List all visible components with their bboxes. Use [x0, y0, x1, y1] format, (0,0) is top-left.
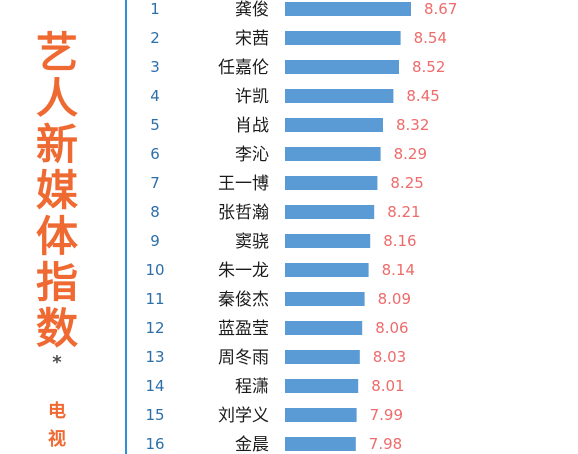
bar [285, 321, 363, 335]
category-label: 龚俊 [235, 0, 269, 20]
chart-side-title: 艺 人 新 媒 体 指 数 * [28, 30, 86, 372]
rank-label: 12 [145, 319, 164, 337]
value-label: 8.21 [387, 203, 420, 221]
value-label: 8.52 [412, 58, 445, 76]
rank-label: 2 [150, 29, 160, 47]
title-char: 指 [35, 258, 78, 307]
category-label: 张哲瀚 [218, 203, 269, 223]
value-label: 8.67 [424, 0, 457, 18]
rank-label: 16 [145, 435, 164, 453]
category-label: 刘学义 [218, 406, 269, 426]
bar [285, 31, 401, 45]
rank-label: 7 [150, 174, 160, 192]
title-char: 体 [35, 212, 78, 261]
category-label: 宋茜 [235, 29, 269, 49]
rank-label: 9 [150, 232, 160, 250]
bar [285, 350, 360, 364]
value-label: 7.99 [370, 406, 403, 424]
rank-label: 4 [150, 87, 160, 105]
title-char: 数 [35, 304, 78, 353]
category-label: 程潇 [235, 377, 269, 397]
rank-label: 13 [145, 348, 164, 366]
title-star: * [52, 352, 62, 373]
value-label: 8.45 [406, 87, 439, 105]
value-label: 8.09 [378, 290, 411, 308]
rank-label: 5 [150, 116, 160, 134]
category-label: 朱一龙 [218, 261, 269, 281]
bar [285, 234, 371, 248]
bar [285, 263, 369, 277]
subtitle-char: 电 [48, 401, 66, 422]
value-label: 8.01 [371, 377, 404, 395]
value-label: 8.14 [382, 261, 415, 279]
bar [285, 2, 411, 16]
category-label: 周冬雨 [218, 348, 269, 368]
value-label: 8.29 [394, 145, 427, 163]
rank-label: 10 [145, 261, 164, 279]
title-char: 人 [35, 74, 78, 123]
value-label: 8.32 [396, 116, 429, 134]
bar [285, 437, 356, 451]
rank-label: 14 [145, 377, 164, 395]
value-label: 8.06 [375, 319, 408, 337]
vertical-divider [125, 0, 127, 454]
category-label: 金晨 [235, 435, 269, 454]
subtitle-char: 视 [48, 429, 66, 450]
title-char: 媒 [35, 166, 78, 215]
rank-label: 3 [150, 58, 160, 76]
bar [285, 292, 365, 306]
bar [285, 118, 383, 132]
bar [285, 89, 394, 103]
rank-label: 15 [145, 406, 164, 424]
category-label: 李沁 [235, 145, 269, 165]
value-label: 8.25 [390, 174, 423, 192]
rank-label: 6 [150, 145, 160, 163]
category-label: 肖战 [235, 116, 269, 136]
rank-label: 8 [150, 203, 160, 221]
value-label: 8.54 [414, 29, 447, 47]
bar [285, 379, 359, 393]
value-label: 7.98 [369, 435, 402, 453]
bar [285, 408, 357, 422]
bar [285, 60, 399, 74]
bar [285, 176, 378, 190]
category-label: 许凯 [235, 87, 269, 107]
bar [285, 147, 381, 161]
rank-label: 1 [150, 0, 160, 18]
category-label: 王一博 [218, 174, 269, 194]
bar [285, 205, 375, 219]
category-label: 蓝盈莹 [218, 319, 269, 339]
category-label: 窦骁 [235, 232, 269, 252]
chart-side-subtitle: 电 视 [40, 398, 74, 454]
title-char: 新 [35, 120, 78, 169]
category-label: 秦俊杰 [218, 290, 269, 310]
value-label: 8.03 [373, 348, 406, 366]
rank-label: 11 [145, 290, 164, 308]
category-label: 任嘉伦 [218, 58, 269, 78]
value-label: 8.16 [383, 232, 416, 250]
title-char: 艺 [35, 28, 78, 77]
